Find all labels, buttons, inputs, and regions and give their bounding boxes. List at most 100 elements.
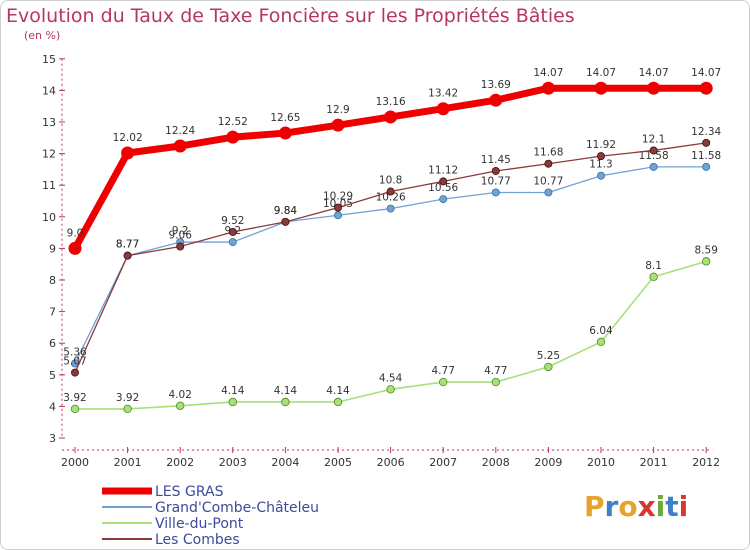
data-label: 11.58 <box>639 150 669 162</box>
series-3: 5.07 8.77 9.06 9.52 9.84 10.29 10.8 11.12 11.45 1… <box>63 126 722 377</box>
data-point <box>649 146 658 155</box>
x-tick-label: 2003 <box>219 456 247 469</box>
data-label: 3.92 <box>63 392 86 404</box>
data-label: 10.77 <box>533 175 563 187</box>
data-label: 4.77 <box>432 365 455 377</box>
x-tick-label: 2006 <box>377 456 405 469</box>
logo-letter: i <box>656 490 666 523</box>
y-tick-label: 13 <box>42 116 56 129</box>
y-tick-label: 10 <box>42 211 56 224</box>
chart-title: Evolution du Taux de Taxe Foncière sur l… <box>6 5 575 27</box>
series-0: 9.0 12.02 12.24 12.52 12.65 12.9 13.16 13.42 13.… <box>67 67 721 255</box>
data-label: 12.34 <box>691 126 721 138</box>
data-point <box>541 81 555 95</box>
data-label: 5.07 <box>63 356 86 368</box>
y-tick-label: 7 <box>49 306 56 319</box>
data-label: 12.9 <box>326 104 349 116</box>
data-point <box>699 81 713 95</box>
proxiti-logo: Proxiti <box>584 490 688 523</box>
data-label: 14.07 <box>586 67 616 79</box>
data-point <box>121 146 135 160</box>
x-tick-label: 2004 <box>271 456 299 469</box>
data-label: 4.14 <box>274 385 298 397</box>
data-label: 10.29 <box>323 191 353 203</box>
data-label: 12.24 <box>165 125 195 137</box>
data-label: 3.92 <box>116 392 139 404</box>
data-point <box>173 139 187 153</box>
legend: LES GRASGrand'Combe-ChâteleuVille-du-Pon… <box>102 484 319 548</box>
legend-label: Les Combes <box>155 532 240 548</box>
data-label: 10.77 <box>481 175 511 187</box>
data-point <box>175 401 185 410</box>
data-label: 12.02 <box>113 132 143 144</box>
axes: 3 4 5 6 7 8 9 10 11 12 13 14 15 2000 2001 2002 2003 2004 2… <box>42 53 720 469</box>
data-label: 8.59 <box>695 244 718 256</box>
x-tick-label: 2010 <box>587 456 615 469</box>
data-point <box>491 166 500 175</box>
data-label: 13.16 <box>376 96 406 108</box>
data-label: 4.54 <box>379 372 403 384</box>
data-point <box>333 211 342 220</box>
data-point <box>544 159 553 168</box>
y-tick-label: 11 <box>42 179 56 192</box>
data-label: 13.69 <box>481 79 511 91</box>
data-point <box>71 368 80 377</box>
data-point <box>597 152 606 161</box>
data-point <box>702 138 711 147</box>
y-tick-label: 14 <box>42 84 56 97</box>
data-point <box>647 81 661 95</box>
data-point <box>281 217 290 226</box>
data-label: 13.42 <box>428 88 458 100</box>
data-point <box>386 187 395 196</box>
data-label: 8.77 <box>116 239 139 251</box>
data-point <box>333 203 342 212</box>
data-point <box>702 257 711 266</box>
y-tick-label: 6 <box>49 337 56 350</box>
data-point <box>439 195 448 204</box>
data-label: 9.06 <box>169 230 193 242</box>
logo-letter: P <box>584 490 605 523</box>
series-2: 3.92 3.92 4.02 4.14 4.14 4.14 4.54 4.77 4.77 5.25… <box>63 244 718 414</box>
y-tick-label: 9 <box>49 242 56 255</box>
data-label: 11.12 <box>428 164 458 176</box>
data-label: 11.92 <box>586 139 616 151</box>
x-tick-label: 2012 <box>692 456 720 469</box>
logo-letter: r <box>605 490 619 523</box>
data-point <box>228 397 237 407</box>
data-point <box>544 362 553 372</box>
data-label: 5.25 <box>537 350 560 362</box>
unit-label: (en %) <box>24 29 60 42</box>
data-point <box>594 81 608 95</box>
series-1: 5.368.779.29.29.8410.0510.2610.5610.7710… <box>63 150 721 368</box>
data-point <box>333 397 343 407</box>
data-point <box>597 171 606 180</box>
data-point <box>649 162 658 171</box>
legend-label: LES GRAS <box>155 484 224 500</box>
data-label: 11.68 <box>533 147 563 159</box>
data-label: 9.2 <box>172 225 189 237</box>
data-point <box>544 188 553 197</box>
data-point <box>491 377 500 387</box>
data-label: 10.8 <box>379 175 402 187</box>
data-label: 4.14 <box>221 385 245 397</box>
data-label: 11.3 <box>589 159 612 171</box>
data-label: 8.77 <box>116 239 139 251</box>
data-label: 8.1 <box>645 260 662 272</box>
data-point <box>331 118 345 132</box>
data-point <box>278 126 292 140</box>
legend-label: Ville-du-Pont <box>155 516 244 532</box>
logo-letter: o <box>618 490 637 523</box>
data-point <box>702 162 711 171</box>
data-label: 10.26 <box>376 192 406 204</box>
data-point <box>123 251 132 260</box>
data-point <box>596 337 606 347</box>
y-tick-label: 4 <box>49 400 56 413</box>
data-label: 10.56 <box>428 182 458 194</box>
x-tick-label: 2000 <box>61 456 89 469</box>
y-tick-label: 12 <box>42 148 56 161</box>
data-point <box>439 177 448 186</box>
data-label: 9.0 <box>67 227 84 239</box>
data-label: 12.52 <box>218 116 248 128</box>
data-label: 12.65 <box>270 112 300 124</box>
logo-letter: i <box>679 490 689 523</box>
